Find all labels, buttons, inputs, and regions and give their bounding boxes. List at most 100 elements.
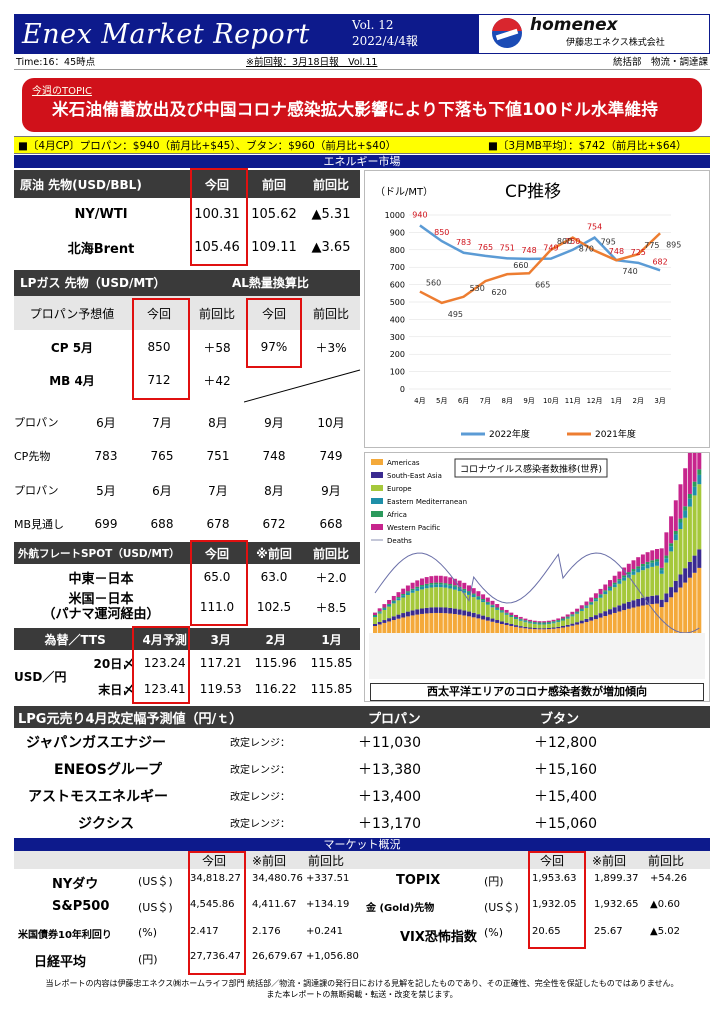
area-segment <box>401 613 406 618</box>
area-segment <box>669 546 674 552</box>
area-segment <box>551 628 556 633</box>
lpgsale-propane-head: プロパン <box>368 712 421 727</box>
area-segment <box>382 607 387 609</box>
area-segment <box>452 589 457 609</box>
area-segment <box>664 593 669 603</box>
area-segment <box>401 595 406 598</box>
area-segment <box>523 621 528 623</box>
cp-month: 8月 <box>208 415 228 430</box>
area-segment <box>645 552 650 562</box>
table-row: 米国－日本 （パナマ運河経由） 111.0 102.5 ＋8.5 <box>14 590 360 624</box>
area-segment <box>598 595 603 598</box>
area-segment <box>664 555 669 559</box>
area-segment <box>645 564 650 569</box>
area-segment <box>452 586 457 590</box>
me-japan-prev: 63.0 <box>260 570 288 584</box>
area-segment <box>499 621 504 625</box>
left-market-name: S&P500 <box>52 899 110 914</box>
date-axis <box>369 633 705 679</box>
area-segment <box>678 484 683 519</box>
area-segment <box>434 587 439 608</box>
area-segment <box>448 584 453 586</box>
time-stamp: Time:16：45時点 <box>16 57 96 68</box>
previous-report-link[interactable]: ※前回報：3月18日報 Vol.11 <box>246 57 378 68</box>
area-segment <box>490 600 495 605</box>
x-tick-label: 7月 <box>480 397 491 405</box>
list-item: アストモスエネルギー 改定レンジ： ＋13,400 ＋15,400 <box>14 784 710 811</box>
lpg-sub-diff: 前回比 <box>198 306 235 321</box>
legend-swatch <box>371 485 383 491</box>
right-market-diff: ▲5.02 <box>650 926 680 937</box>
area-segment <box>518 618 523 620</box>
area-segment <box>669 587 674 598</box>
right-market-now: 20.65 <box>532 926 561 937</box>
crude-head-now: 今回 <box>188 170 246 198</box>
area-segment <box>659 567 664 571</box>
area-segment <box>570 615 575 617</box>
series-line-2021 <box>419 232 661 305</box>
data-label-2022: 725 <box>631 248 646 257</box>
area-segment <box>443 583 448 585</box>
market-head-prev: ※前回 <box>252 854 287 868</box>
area-segment <box>565 616 570 618</box>
freight-header: 外航フレートSPOT（USD/MT） <box>14 542 188 564</box>
cp-may-value: 850 <box>147 340 171 354</box>
mb-value: 699 <box>94 517 118 531</box>
propane-forecast-label: プロパン予想値 <box>29 306 115 321</box>
area-segment <box>448 613 453 633</box>
area-segment <box>570 611 575 615</box>
area-segment <box>509 616 514 618</box>
area-segment <box>490 621 495 633</box>
area-segment <box>556 620 561 622</box>
area-segment <box>523 618 528 621</box>
area-segment <box>476 591 481 597</box>
area-segment <box>514 625 518 627</box>
area-segment <box>471 588 476 594</box>
area-segment <box>485 604 490 618</box>
area-segment <box>396 600 401 615</box>
table-row: NY/WTI 100.31 105.62 ▲5.31 <box>14 198 360 231</box>
area-segment <box>584 607 589 619</box>
area-segment <box>678 522 683 529</box>
area-segment <box>420 608 424 614</box>
area-segment <box>631 574 636 601</box>
mb-month: 9月 <box>321 483 341 498</box>
area-segment <box>542 624 547 629</box>
x-tick-label: 5月 <box>436 397 447 405</box>
lpg-table: プロパン予想値 今回 前回比 今回 前回比 CP 5月 850 ＋58 97% … <box>14 296 360 396</box>
right-market-name: 金 (Gold)先物 <box>366 903 435 914</box>
fx-head-jan: 1月 <box>303 628 360 650</box>
area-segment <box>589 617 594 621</box>
fx-value: 116.22 <box>254 682 297 696</box>
area-segment <box>429 587 434 608</box>
area-segment <box>659 548 664 568</box>
area-segment <box>405 591 410 593</box>
area-segment <box>603 590 608 592</box>
area-segment <box>467 611 471 617</box>
area-segment <box>655 595 659 604</box>
fx-value: 119.53 <box>199 682 242 696</box>
mb-month: 7月 <box>208 483 228 498</box>
area-segment <box>452 578 457 586</box>
fx-value: 117.21 <box>199 656 242 670</box>
area-segment <box>448 585 453 589</box>
area-segment <box>636 557 641 567</box>
left-market-name: 米国債券10年利回り <box>18 930 112 941</box>
us-japan-label: 米国－日本 （パナマ運河経由） <box>14 590 188 624</box>
area-segment <box>528 621 533 623</box>
us-japan-route: 米国－日本 <box>68 592 134 607</box>
covid-title: コロナウイルス感染者数推移(世界) <box>460 463 602 475</box>
area-segment <box>405 592 410 596</box>
lpg-header-bar <box>14 270 360 296</box>
area-segment <box>697 469 702 475</box>
area-segment <box>476 618 481 633</box>
cp-chart-panel: （ドル/MT） CP推移 0 100 200 300 400 500 600 700 800 90… <box>364 170 710 448</box>
area-segment <box>481 600 486 603</box>
area-segment <box>424 583 429 586</box>
mb-apr-diff: ＋42 <box>203 373 231 388</box>
area-segment <box>565 618 570 625</box>
area-segment <box>556 622 561 627</box>
data-label-2022: 940 <box>412 210 427 219</box>
fx-table: 為替／TTS 4月予測 3月 2月 1月 USD／円 20日〆 123.24 1… <box>14 628 360 702</box>
list-item: ENEOSグループ 改定レンジ： ＋13,380 ＋15,160 <box>14 757 710 784</box>
